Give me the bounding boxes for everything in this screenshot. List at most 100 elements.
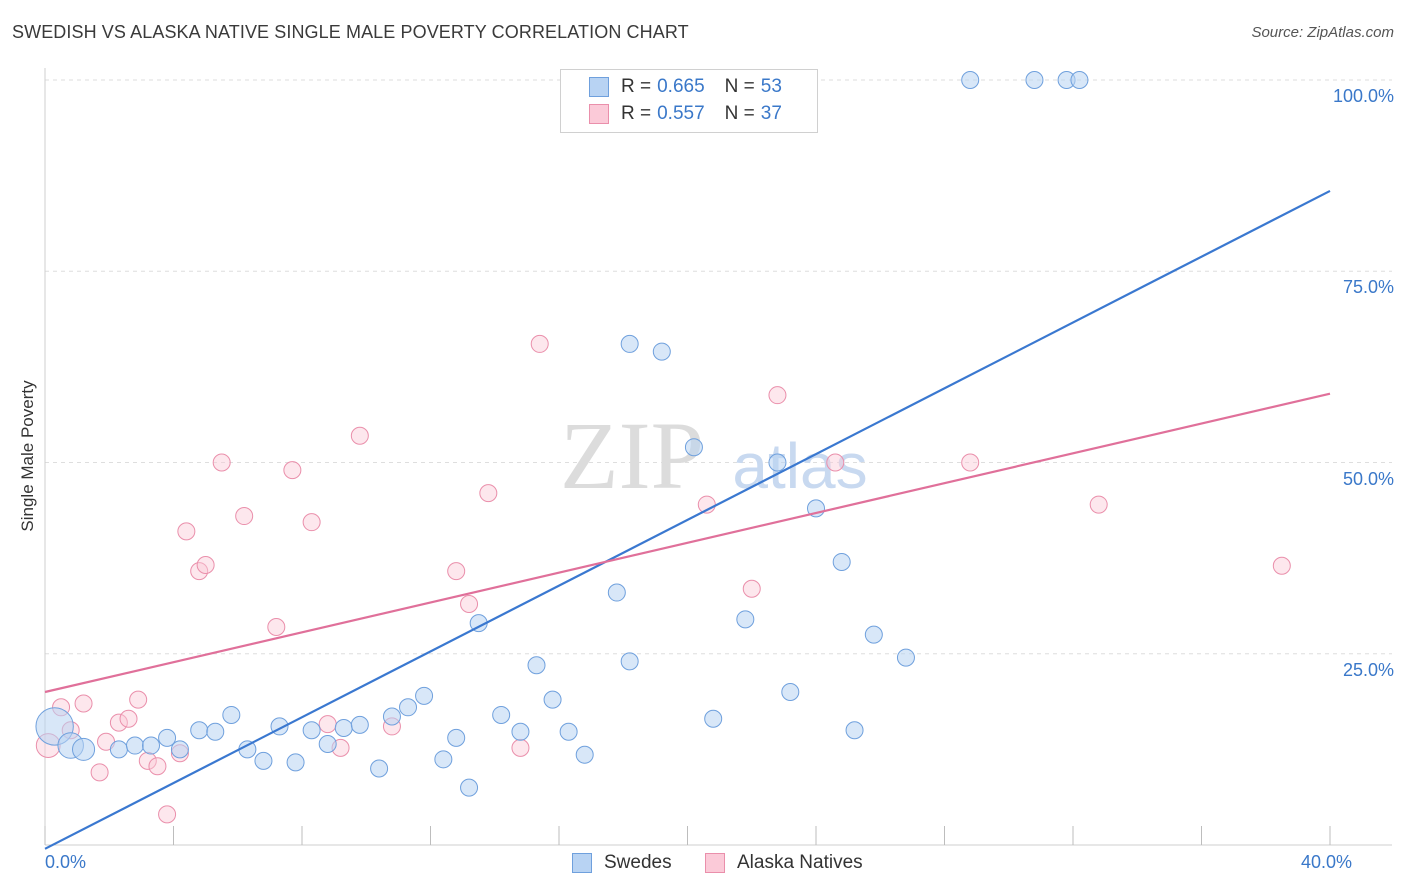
legend-n-value: 37 — [760, 103, 782, 124]
alaska-trendline — [44, 392, 1331, 694]
swedes-point — [527, 656, 546, 675]
swedes-point — [736, 610, 755, 629]
bottom-legend-swatch-alaska — [705, 853, 725, 873]
swedes-point — [704, 709, 723, 728]
y-tick-label: 25.0% — [1342, 659, 1394, 680]
bottom-legend-swatch-swedes — [572, 853, 592, 873]
swedes-point — [170, 740, 189, 759]
alaska-point — [74, 694, 93, 713]
swedes-point — [845, 721, 864, 740]
swedes-point — [896, 648, 915, 667]
alaska-point — [158, 805, 177, 824]
swedes-point — [415, 686, 434, 705]
watermark-atlas: atlas — [732, 430, 867, 502]
legend-row-alaska: R = 0.557 N = 37 — [589, 101, 782, 127]
swedes-point — [109, 740, 128, 759]
swedes-point — [832, 552, 851, 571]
grid-layer — [45, 79, 1392, 655]
swedes-point — [334, 718, 353, 737]
y-axis-title: Single Male Poverty — [18, 380, 37, 532]
bottom-legend-alaska[interactable]: Alaska Natives — [705, 852, 863, 874]
watermark-zip: ZIP — [560, 402, 704, 509]
swedes-point — [781, 683, 800, 701]
swedes-point — [302, 721, 321, 740]
alaska-point — [826, 453, 845, 472]
alaska-point — [530, 334, 549, 353]
legend-r-value: 0.665 — [657, 76, 705, 97]
bottom-legend-label-alaska: Alaska Natives — [737, 852, 863, 873]
swedes-point — [254, 751, 273, 770]
legend-swatch-swedes — [589, 77, 609, 97]
alaska-point — [768, 386, 787, 405]
swedes-point — [607, 583, 626, 602]
source-label: Source: ZipAtlas.com — [1251, 24, 1394, 41]
swedes-point — [620, 652, 639, 671]
legend-n-value: 53 — [760, 76, 782, 97]
legend-swatch-alaska — [589, 104, 609, 124]
correlation-legend: R = 0.665 N = 53 R = 0.557 N = 37 — [560, 69, 818, 133]
alaska-point — [129, 690, 148, 709]
swedes-point — [72, 737, 96, 761]
swedes-point — [142, 736, 161, 755]
swedes-point — [543, 690, 562, 709]
legend-n-label: N = — [724, 103, 755, 124]
swedes-point — [206, 722, 225, 741]
swedes-point — [768, 453, 787, 472]
y-tick-label: 50.0% — [1342, 468, 1394, 489]
swedes-point — [190, 721, 209, 740]
swedes-point — [318, 735, 337, 754]
alaska-point — [460, 595, 479, 614]
alaska-point — [302, 513, 321, 532]
alaska-point — [196, 556, 215, 575]
alaska-point — [212, 453, 231, 472]
alaska-point — [1089, 495, 1108, 514]
y-tick-label: 75.0% — [1342, 277, 1394, 298]
trend-layer — [44, 189, 1331, 850]
swedes-point — [620, 334, 639, 353]
swedes-point — [460, 778, 479, 797]
alaska-point — [109, 713, 128, 732]
alaska-point — [318, 715, 337, 734]
x-tick-label: 40.0% — [1300, 852, 1352, 872]
bottom-legend-swedes[interactable]: Swedes — [572, 852, 672, 874]
axis-layer — [44, 68, 1392, 846]
swedes-point — [492, 705, 511, 724]
swedes-point — [1070, 71, 1089, 89]
bottom-legend-label-swedes: Swedes — [604, 852, 672, 873]
swedes-trendline — [44, 189, 1331, 850]
swedes-point — [399, 698, 418, 717]
swedes-point — [447, 728, 466, 747]
swedes-point — [370, 759, 389, 778]
alaska-point — [350, 426, 369, 445]
legend-n-label: N = — [724, 76, 755, 97]
swedes-point — [559, 722, 578, 741]
alaska-point — [177, 522, 196, 541]
alaska-point — [148, 757, 167, 776]
swedes-point — [350, 715, 369, 734]
swedes-point — [1025, 71, 1044, 89]
swedes-point — [434, 750, 453, 769]
alaska-point — [267, 617, 286, 636]
legend-row-swedes: R = 0.665 N = 53 — [589, 74, 782, 100]
alaska-point — [1272, 556, 1291, 575]
alaska-point — [235, 507, 254, 526]
swedes-point — [125, 736, 144, 755]
swedes-point — [286, 753, 305, 772]
alaska-point — [447, 562, 466, 581]
x-tick-label: 0.0% — [45, 852, 87, 872]
y-tick-label: 100.0% — [1332, 86, 1394, 106]
swedes-point — [382, 707, 401, 726]
swedes-point — [158, 728, 177, 747]
swedes-point — [864, 625, 883, 644]
swedes-point — [222, 705, 241, 724]
alaska-point — [742, 579, 761, 598]
swedes-point — [684, 438, 703, 457]
alaska-point — [479, 484, 498, 503]
alaska-point — [511, 738, 530, 757]
swedes-point — [575, 745, 594, 764]
legend-r-label: R = — [621, 76, 652, 97]
chart-title: SWEDISH VS ALASKA NATIVE SINGLE MALE POV… — [12, 22, 689, 42]
swedes-point — [652, 342, 671, 361]
alaska-point — [119, 709, 138, 728]
